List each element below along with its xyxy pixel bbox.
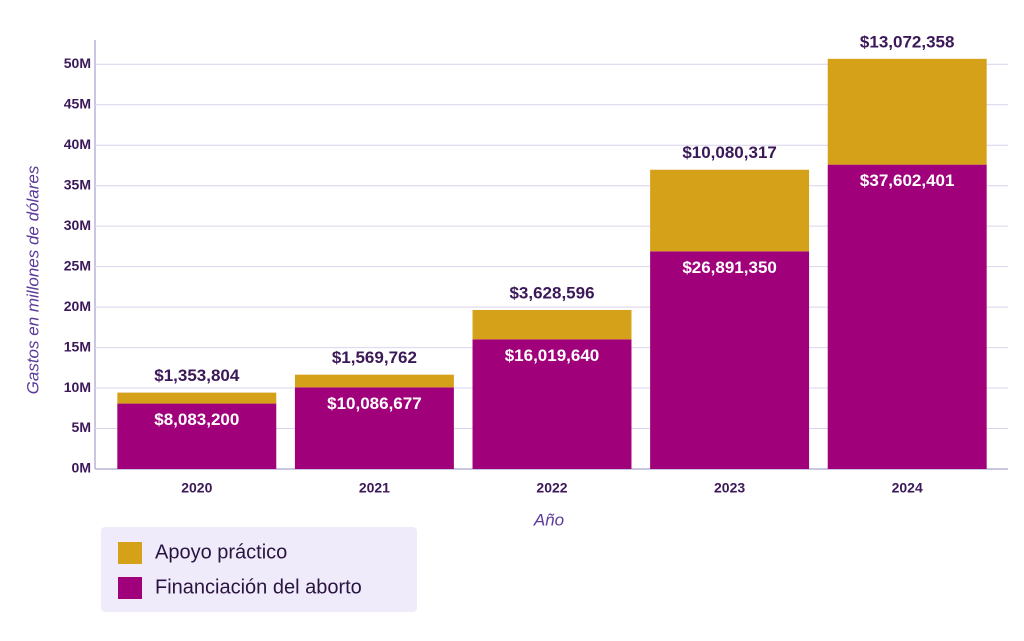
y-tick-label: 35M [64,176,91,192]
bar-segment [117,403,277,469]
legend-label: Apoyo práctico [155,541,287,563]
bar-segment [117,392,277,404]
legend [101,527,417,612]
y-axis-title: Gastos en millones de dólares [23,165,42,394]
x-tick-label: 2022 [536,480,567,496]
y-tick-label: 45M [64,95,91,111]
bar-segment [472,309,632,340]
y-tick-label: 15M [64,338,91,354]
y-tick-label: 30M [64,217,91,233]
y-tick-label: 20M [64,298,91,314]
bar-segment [294,387,454,469]
x-tick-label: 2023 [714,480,745,496]
y-tick-label: 10M [64,379,91,395]
legend-label: Financiación del aborto [155,576,362,598]
value-label: $13,072,358 [860,32,955,51]
bar-segment [472,339,632,469]
y-tick-label: 25M [64,257,91,273]
bar-segment [650,251,810,469]
value-label: $1,353,804 [154,366,240,385]
value-label: $10,080,317 [682,143,777,162]
value-label: $16,019,640 [505,346,600,365]
bar-segment [294,374,454,388]
value-label: $3,628,596 [509,283,594,302]
bar-segment [827,58,987,165]
x-axis-title: Año [533,510,564,529]
y-tick-label: 40M [64,136,91,152]
y-tick-label: 50M [64,55,91,71]
value-label: $10,086,677 [327,394,422,413]
bar-segment [650,169,810,252]
x-tick-label: 2024 [892,480,923,496]
value-label: $1,569,762 [332,348,417,367]
value-label: $37,602,401 [860,171,955,190]
x-tick-label: 2020 [181,480,212,496]
bar-segment [827,164,987,469]
x-tick-label: 2021 [359,480,390,496]
legend-swatch [118,542,142,564]
y-tick-label: 0M [72,460,91,476]
legend-swatch [118,577,142,599]
value-label: $26,891,350 [682,258,777,277]
value-label: $8,083,200 [154,410,239,429]
y-tick-label: 5M [72,419,91,435]
